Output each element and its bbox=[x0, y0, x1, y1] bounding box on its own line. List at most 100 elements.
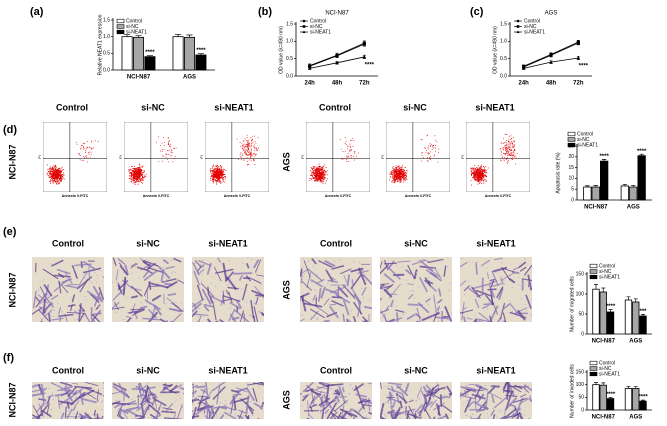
pore bbox=[172, 271, 173, 272]
event-dot bbox=[248, 144, 249, 145]
event-dot bbox=[321, 181, 322, 182]
pore bbox=[309, 393, 310, 394]
event-dot bbox=[358, 153, 359, 154]
pore bbox=[529, 287, 530, 288]
pore bbox=[63, 416, 64, 417]
event-dot bbox=[398, 179, 399, 180]
event-dot bbox=[323, 181, 324, 182]
event-dot bbox=[401, 180, 402, 181]
event-dot bbox=[133, 178, 134, 179]
event-dot bbox=[512, 155, 513, 156]
column-label: Control bbox=[52, 365, 84, 375]
pore bbox=[524, 258, 525, 259]
pore bbox=[261, 404, 262, 405]
pore bbox=[149, 410, 150, 411]
pore bbox=[487, 413, 488, 414]
pore bbox=[178, 390, 179, 391]
event-dot bbox=[171, 152, 172, 153]
y-tick-label: 0 bbox=[581, 407, 584, 413]
event-dot bbox=[389, 179, 390, 180]
column-label: si-NEAT1 bbox=[475, 102, 514, 112]
event-dot bbox=[86, 155, 87, 156]
pore bbox=[521, 413, 522, 414]
pore bbox=[122, 266, 123, 267]
event-dot bbox=[138, 181, 139, 182]
event-dot bbox=[322, 171, 323, 172]
pore bbox=[43, 279, 44, 280]
event-dot bbox=[254, 160, 255, 161]
pore bbox=[495, 414, 496, 415]
event-dot bbox=[501, 143, 502, 144]
event-dot bbox=[437, 162, 438, 163]
pore bbox=[228, 283, 229, 284]
event-dot bbox=[129, 169, 130, 170]
event-dot bbox=[474, 171, 475, 172]
event-dot bbox=[318, 168, 319, 169]
bar bbox=[607, 312, 614, 334]
event-dot bbox=[426, 150, 427, 151]
event-dot bbox=[475, 180, 476, 181]
pore bbox=[494, 303, 495, 304]
event-dot bbox=[83, 160, 84, 161]
event-dot bbox=[221, 170, 222, 171]
event-dot bbox=[323, 183, 324, 184]
event-dot bbox=[221, 169, 222, 170]
bar bbox=[145, 57, 155, 70]
event-dot bbox=[130, 172, 131, 173]
event-dot bbox=[421, 155, 422, 156]
event-dot bbox=[170, 155, 171, 156]
pore bbox=[118, 408, 119, 409]
event-dot bbox=[504, 142, 505, 143]
event-dot bbox=[507, 161, 508, 162]
event-dot bbox=[142, 172, 143, 173]
event-dot bbox=[85, 152, 86, 153]
event-dot bbox=[217, 176, 218, 177]
y-tick-label: 0 bbox=[581, 331, 584, 337]
event-dot bbox=[52, 182, 53, 183]
event-dot bbox=[140, 174, 141, 175]
event-dot bbox=[514, 146, 515, 147]
pore bbox=[78, 310, 79, 311]
event-dot bbox=[509, 141, 510, 142]
pore bbox=[394, 293, 395, 294]
bar bbox=[173, 37, 183, 70]
event-dot bbox=[212, 167, 213, 168]
pore bbox=[368, 398, 369, 399]
event-dot bbox=[405, 180, 406, 181]
event-dot bbox=[485, 166, 486, 167]
event-dot bbox=[508, 153, 509, 154]
event-dot bbox=[135, 171, 136, 172]
event-dot bbox=[485, 175, 486, 176]
event-dot bbox=[311, 171, 312, 172]
event-dot bbox=[62, 176, 63, 177]
pore bbox=[52, 392, 53, 393]
pore bbox=[151, 418, 152, 419]
pore bbox=[168, 392, 169, 393]
event-dot bbox=[224, 182, 225, 183]
event-dot bbox=[351, 155, 352, 156]
pore bbox=[132, 418, 133, 419]
pore bbox=[525, 304, 526, 305]
event-dot bbox=[137, 170, 138, 171]
cell bbox=[478, 322, 488, 331]
event-dot bbox=[87, 141, 88, 142]
error-bar bbox=[627, 297, 631, 300]
event-dot bbox=[243, 149, 244, 150]
pore bbox=[212, 276, 213, 277]
event-dot bbox=[131, 178, 132, 179]
event-dot bbox=[220, 172, 221, 173]
pore bbox=[216, 417, 217, 418]
event-dot bbox=[135, 170, 136, 171]
event-dot bbox=[507, 149, 508, 150]
pore bbox=[366, 415, 367, 416]
event-dot bbox=[353, 140, 354, 141]
pore bbox=[502, 321, 503, 322]
event-dot bbox=[426, 152, 427, 153]
event-dot bbox=[247, 137, 248, 138]
event-dot bbox=[216, 180, 217, 181]
pore bbox=[411, 303, 412, 304]
event-dot bbox=[240, 154, 241, 155]
event-dot bbox=[135, 174, 136, 175]
event-dot bbox=[225, 170, 226, 171]
event-dot bbox=[212, 168, 213, 169]
